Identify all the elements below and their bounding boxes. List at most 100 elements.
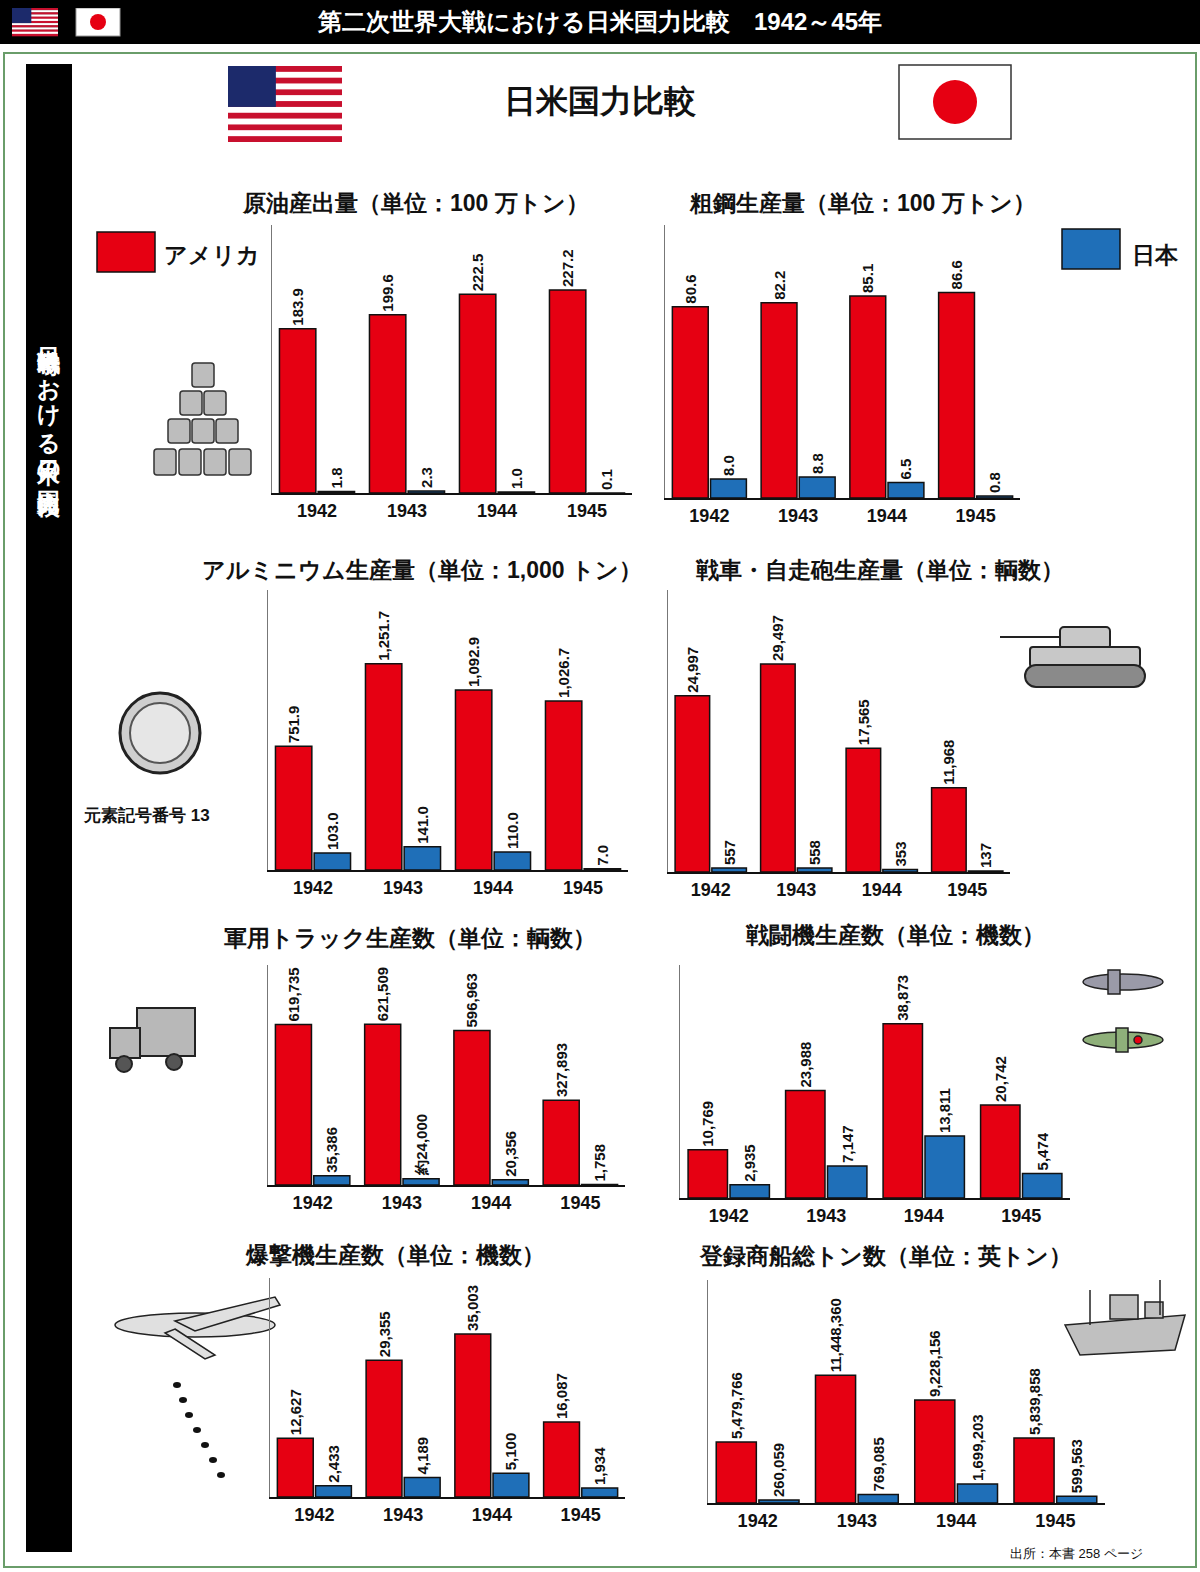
svg-text:20,356: 20,356 <box>502 1131 519 1177</box>
svg-text:1942: 1942 <box>689 506 729 526</box>
svg-text:12,627: 12,627 <box>287 1389 304 1435</box>
svg-text:1943: 1943 <box>837 1511 877 1531</box>
svg-text:1942: 1942 <box>293 878 333 898</box>
svg-text:粗鋼生産量（単位：100 万トン）: 粗鋼生産量（単位：100 万トン） <box>689 190 1036 216</box>
svg-text:5,839,858: 5,839,858 <box>1026 1368 1043 1435</box>
svg-text:1944: 1944 <box>867 506 907 526</box>
svg-text:5,479,766: 5,479,766 <box>728 1372 745 1439</box>
svg-text:1943: 1943 <box>778 506 818 526</box>
svg-text:227.2: 227.2 <box>559 249 576 287</box>
svg-text:20,742: 20,742 <box>992 1056 1009 1102</box>
svg-text:1945: 1945 <box>560 1193 600 1213</box>
svg-text:7,147: 7,147 <box>839 1125 856 1163</box>
svg-text:141.0: 141.0 <box>414 806 431 844</box>
svg-text:5,474: 5,474 <box>1034 1132 1051 1170</box>
svg-text:1944: 1944 <box>862 880 902 900</box>
svg-text:110.0: 110.0 <box>504 812 521 849</box>
svg-text:1,026.7: 1,026.7 <box>555 648 572 698</box>
svg-text:29,497: 29,497 <box>769 615 786 661</box>
svg-text:1944: 1944 <box>471 1193 511 1213</box>
svg-text:80.6: 80.6 <box>682 274 699 303</box>
svg-text:2,935: 2,935 <box>741 1144 758 1182</box>
svg-text:137: 137 <box>977 843 994 868</box>
svg-text:1943: 1943 <box>383 1505 423 1525</box>
svg-text:1942: 1942 <box>297 501 337 521</box>
svg-text:222.5: 222.5 <box>469 254 486 292</box>
svg-text:アルミニウム生産量（単位：1,000 トン）: アルミニウム生産量（単位：1,000 トン） <box>202 557 642 583</box>
svg-text:769,085: 769,085 <box>870 1437 887 1491</box>
svg-text:軍用トラック生産数（単位：輌数）: 軍用トラック生産数（単位：輌数） <box>224 925 596 951</box>
svg-text:1942: 1942 <box>293 1193 333 1213</box>
svg-text:爆撃機生産数（単位：機数）: 爆撃機生産数（単位：機数） <box>245 1242 545 1268</box>
svg-text:1,699,203: 1,699,203 <box>969 1414 986 1481</box>
svg-text:11,968: 11,968 <box>940 740 957 785</box>
svg-text:558: 558 <box>806 840 823 865</box>
svg-text:1,934: 1,934 <box>591 1447 608 1485</box>
svg-text:35,386: 35,386 <box>323 1127 340 1173</box>
svg-text:599,563: 599,563 <box>1068 1439 1085 1493</box>
svg-text:1945: 1945 <box>561 1505 601 1525</box>
svg-text:557: 557 <box>721 840 738 865</box>
svg-text:751.9: 751.9 <box>285 706 302 744</box>
svg-text:327,893: 327,893 <box>553 1043 570 1097</box>
svg-text:103.0: 103.0 <box>324 812 341 850</box>
svg-text:1942: 1942 <box>709 1206 749 1226</box>
svg-text:戦車・自走砲生産量（単位：輌数）: 戦車・自走砲生産量（単位：輌数） <box>695 557 1064 583</box>
svg-text:1.8: 1.8 <box>328 468 345 489</box>
svg-text:1943: 1943 <box>387 501 427 521</box>
svg-text:約24,000: 約24,000 <box>413 1114 430 1176</box>
svg-text:戦闘機生産数（単位：機数）: 戦闘機生産数（単位：機数） <box>745 922 1045 948</box>
svg-text:11,448,360: 11,448,360 <box>827 1298 844 1372</box>
svg-text:13,811: 13,811 <box>936 1088 953 1133</box>
svg-text:1942: 1942 <box>294 1505 334 1525</box>
svg-text:1945: 1945 <box>1001 1206 1041 1226</box>
svg-text:原油産出量（単位：100 万トン）: 原油産出量（単位：100 万トン） <box>242 190 589 216</box>
svg-text:登録商船総トン数（単位：英トン）: 登録商船総トン数（単位：英トン） <box>699 1243 1072 1269</box>
svg-text:38,873: 38,873 <box>894 975 911 1021</box>
svg-text:1945: 1945 <box>1035 1511 1075 1531</box>
svg-text:7.0: 7.0 <box>594 845 611 866</box>
svg-text:1,092.9: 1,092.9 <box>465 637 482 687</box>
svg-text:10,769: 10,769 <box>699 1101 716 1147</box>
svg-text:353: 353 <box>892 841 909 866</box>
svg-text:6.5: 6.5 <box>897 459 914 480</box>
svg-text:1943: 1943 <box>776 880 816 900</box>
svg-text:29,355: 29,355 <box>376 1311 393 1357</box>
svg-text:2.3: 2.3 <box>418 467 435 488</box>
svg-text:1,251.7: 1,251.7 <box>375 611 392 661</box>
svg-text:2,433: 2,433 <box>325 1445 342 1483</box>
svg-text:8.0: 8.0 <box>720 455 737 476</box>
svg-text:4,189: 4,189 <box>414 1437 431 1475</box>
svg-text:17,565: 17,565 <box>855 699 872 745</box>
svg-text:0.8: 0.8 <box>986 472 1003 493</box>
svg-text:1944: 1944 <box>936 1511 976 1531</box>
svg-text:1943: 1943 <box>382 1193 422 1213</box>
svg-text:1942: 1942 <box>738 1511 778 1531</box>
svg-text:1945: 1945 <box>563 878 603 898</box>
svg-text:1.0: 1.0 <box>508 468 525 489</box>
svg-text:35,003: 35,003 <box>464 1285 481 1331</box>
svg-text:23,988: 23,988 <box>797 1042 814 1088</box>
svg-text:5,100: 5,100 <box>502 1433 519 1471</box>
svg-text:1943: 1943 <box>383 878 423 898</box>
svg-text:596,963: 596,963 <box>463 973 480 1027</box>
svg-text:1945: 1945 <box>947 880 987 900</box>
svg-text:1942: 1942 <box>691 880 731 900</box>
svg-text:24,997: 24,997 <box>684 647 701 693</box>
svg-text:1944: 1944 <box>473 878 513 898</box>
svg-text:1944: 1944 <box>472 1505 512 1525</box>
svg-text:1,758: 1,758 <box>591 1144 608 1182</box>
svg-text:621,509: 621,509 <box>374 967 391 1021</box>
svg-text:16,087: 16,087 <box>553 1373 570 1419</box>
svg-text:199.6: 199.6 <box>379 274 396 312</box>
svg-text:1944: 1944 <box>904 1206 944 1226</box>
svg-text:0.1: 0.1 <box>598 469 615 490</box>
svg-text:1945: 1945 <box>956 506 996 526</box>
svg-text:260,059: 260,059 <box>770 1443 787 1497</box>
svg-text:85.1: 85.1 <box>859 264 876 293</box>
svg-text:183.9: 183.9 <box>289 288 306 326</box>
svg-text:1944: 1944 <box>477 501 517 521</box>
svg-text:1945: 1945 <box>567 501 607 521</box>
svg-text:9,228,156: 9,228,156 <box>926 1330 943 1397</box>
svg-text:82.2: 82.2 <box>771 271 788 300</box>
